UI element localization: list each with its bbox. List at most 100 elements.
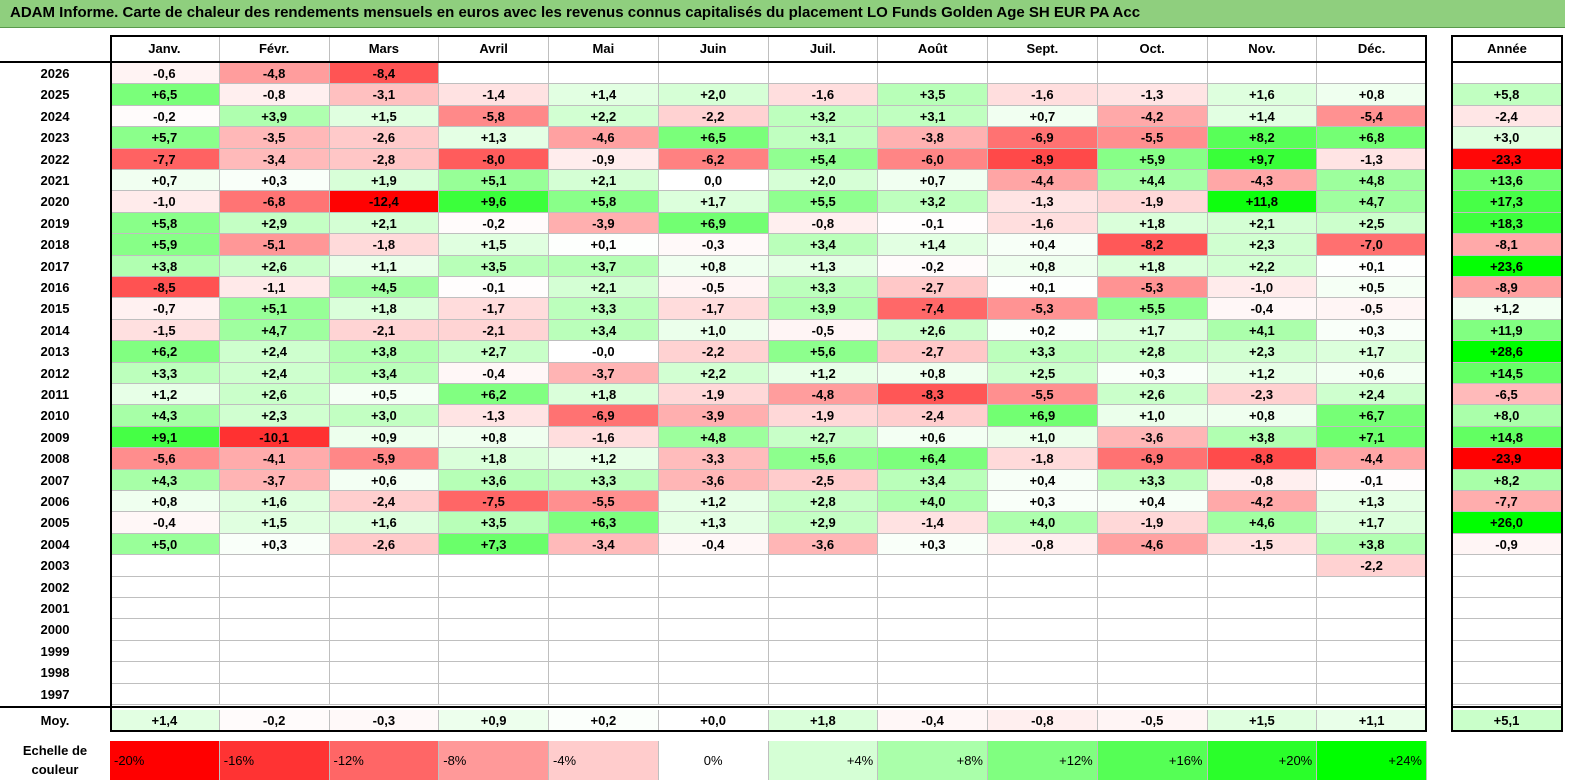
heatmap-cell: +0,3 xyxy=(878,533,988,556)
heatmap-cell: -1,8 xyxy=(329,234,440,256)
heatmap-cell: +1,4 xyxy=(549,84,659,106)
heatmap-cell: +2,2 xyxy=(1207,255,1318,277)
heatmap-cell: -0,3 xyxy=(658,234,769,256)
heatmap-cell: +0,3 xyxy=(1097,362,1208,384)
heatmap-cell xyxy=(768,63,879,85)
heatmap-cell: +3,2 xyxy=(878,191,988,213)
heatmap-cell: -3,9 xyxy=(658,405,769,427)
heatmap-cell: +6,4 xyxy=(878,448,988,470)
month-header: Oct. xyxy=(1098,37,1208,61)
heatmap-cell: +1,3 xyxy=(439,127,549,149)
heatmap-cell: +0,6 xyxy=(878,426,988,449)
heatmap-cell: +1,5 xyxy=(329,105,440,128)
heatmap-cell: +0,8 xyxy=(1317,84,1427,106)
annual-cell: +3,0 xyxy=(1451,127,1563,149)
heatmap-cell: +0,1 xyxy=(1317,255,1427,277)
heatmap-cell xyxy=(988,640,1098,663)
heatmap-cell: -1,0 xyxy=(1207,277,1318,299)
heatmap-cell xyxy=(329,640,440,663)
heatmap-cell: +0,3 xyxy=(988,491,1098,513)
heatmap-cell: -4,6 xyxy=(1097,533,1208,556)
annual-cell: +5,8 xyxy=(1451,84,1563,106)
heatmap-cell: -2,8 xyxy=(329,148,440,170)
month-header: Août xyxy=(878,37,988,61)
heatmap-cell: -3,3 xyxy=(658,448,769,470)
heatmap-cell: -1,7 xyxy=(439,298,549,320)
heatmap-cell xyxy=(549,598,659,620)
heatmap-cell: +0,9 xyxy=(329,426,440,449)
heatmap-cell xyxy=(439,640,549,663)
heatmap-cell xyxy=(439,619,549,641)
heatmap-cell: +0,7 xyxy=(988,105,1098,128)
heatmap-cell: +0,4 xyxy=(1097,491,1208,513)
heatmap-cell: +2,7 xyxy=(768,426,879,449)
heatmap-cell: -0,8 xyxy=(988,533,1098,556)
heatmap-cell: -8,0 xyxy=(439,148,549,170)
annual-cell: -23,9 xyxy=(1451,448,1563,470)
heatmap-cell: +6,9 xyxy=(988,405,1098,427)
heatmap-cell: +0,8 xyxy=(439,426,549,449)
heatmap-cell: -2,6 xyxy=(329,127,440,149)
year-label: 2026 xyxy=(40,66,70,81)
heatmap-cell xyxy=(329,683,440,705)
month-header: Nov. xyxy=(1208,37,1318,61)
heatmap-cell: -2,7 xyxy=(878,341,988,363)
heatmap-cell: -5,5 xyxy=(988,384,1098,406)
heatmap-cell xyxy=(1097,555,1208,577)
heatmap-cell: -6,2 xyxy=(658,148,769,170)
heatmap-cell: +7,1 xyxy=(1317,426,1427,449)
heatmap-cell: -10,1 xyxy=(219,426,330,449)
year-label: 2025 xyxy=(40,87,70,103)
heatmap-cell xyxy=(658,662,769,684)
heatmap-cell: -1,6 xyxy=(988,84,1098,106)
heatmap-cell xyxy=(439,576,549,598)
heatmap-cell: +3,4 xyxy=(768,234,879,256)
scale-swatch: +4% xyxy=(768,741,879,780)
annual-cell: -8,9 xyxy=(1451,277,1563,299)
heatmap-cell: -1,0 xyxy=(110,191,220,213)
year-label: 1999 xyxy=(40,643,70,659)
header-rule xyxy=(0,61,1427,63)
heatmap-cell: -7,4 xyxy=(878,298,988,320)
heatmap-cell: +5,7 xyxy=(110,127,220,149)
heatmap-cell: +2,2 xyxy=(658,362,769,384)
annual-cell: +13,6 xyxy=(1451,170,1563,192)
heatmap-cell: -0,9 xyxy=(549,148,659,170)
year-label: 2006 xyxy=(40,494,70,509)
heatmap-cell: +0,7 xyxy=(878,170,988,192)
heatmap-cell: +2,6 xyxy=(219,384,330,406)
year-label: 2000 xyxy=(40,622,70,638)
scale-swatch: -16% xyxy=(219,741,330,780)
heatmap-cell: +3,8 xyxy=(1207,426,1318,449)
year-label: 2014 xyxy=(40,322,70,338)
scale-swatch: -8% xyxy=(439,741,549,780)
heatmap-cell: -0,0 xyxy=(549,341,659,363)
heatmap-cell: -0,2 xyxy=(439,212,549,235)
heatmap-cell xyxy=(1097,683,1208,705)
heatmap-cell xyxy=(1207,619,1318,641)
heatmap-cell: -7,0 xyxy=(1317,234,1427,256)
heatmap-cell: 0,0 xyxy=(658,170,769,192)
heatmap-cell xyxy=(219,683,330,705)
heatmap-cell xyxy=(1207,63,1318,85)
heatmap-cell: +5,5 xyxy=(768,191,879,213)
heatmap-cell: +2,1 xyxy=(549,170,659,192)
scale-swatch: +8% xyxy=(878,741,988,780)
annual-cell: +14,8 xyxy=(1451,426,1563,449)
heatmap-cell: +4,8 xyxy=(658,426,769,449)
heatmap-cell xyxy=(549,619,659,641)
heatmap-cell xyxy=(1207,555,1318,577)
heatmap-cell: -7,5 xyxy=(439,491,549,513)
heatmap-cell xyxy=(878,640,988,663)
heatmap-cell: -0,4 xyxy=(658,533,769,556)
heatmap-cell: -6,9 xyxy=(1097,448,1208,470)
heatmap-cell: -5,6 xyxy=(110,448,220,470)
heatmap-cell: +1,5 xyxy=(439,234,549,256)
heatmap-cell: -0,8 xyxy=(1207,469,1318,491)
heatmap-cell: -3,7 xyxy=(549,362,659,384)
average-rule xyxy=(1451,706,1563,708)
heatmap-cell: -0,8 xyxy=(219,84,330,106)
heatmap-cell xyxy=(1097,576,1208,598)
heatmap-cell: +1,2 xyxy=(110,384,220,406)
heatmap-cell xyxy=(768,640,879,663)
